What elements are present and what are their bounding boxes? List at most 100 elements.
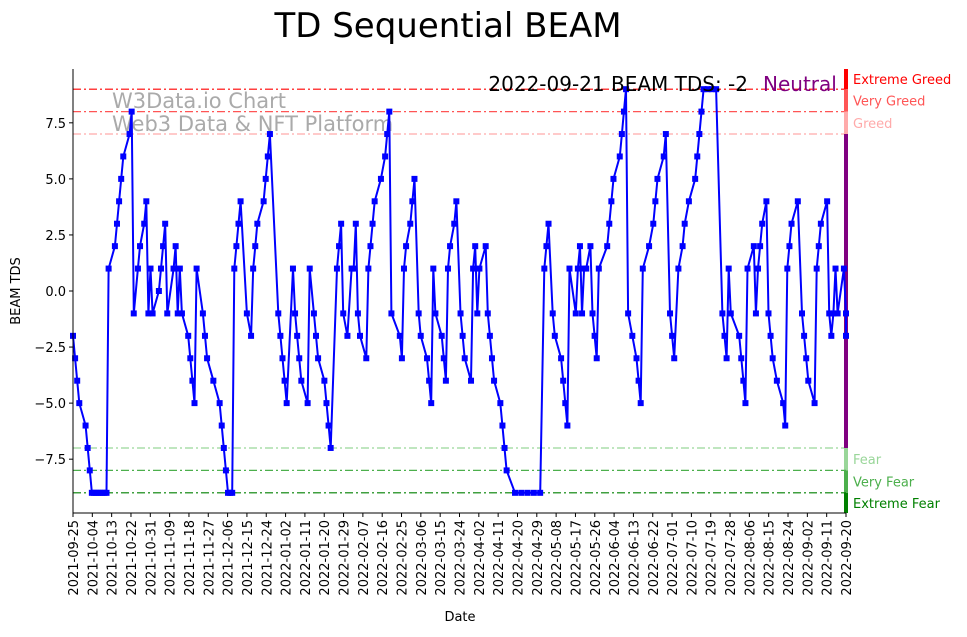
- data-point: [218, 422, 225, 429]
- data-point: [310, 310, 317, 317]
- data-point: [486, 332, 493, 339]
- data-point: [72, 355, 79, 362]
- data-point: [719, 310, 726, 317]
- x-tick-label: 2022-07-28: [724, 520, 739, 596]
- data-point: [742, 400, 749, 407]
- data-point: [616, 153, 623, 160]
- data-point: [407, 220, 414, 227]
- data-point: [76, 400, 83, 407]
- x-tick-label: 2022-02-07: [357, 520, 372, 596]
- data-point: [564, 422, 571, 429]
- data-point: [233, 243, 240, 250]
- data-point: [727, 310, 734, 317]
- data-point: [757, 243, 764, 250]
- y-axis-label: BEAM TDS: [9, 257, 24, 325]
- level-label: Greed: [853, 117, 892, 132]
- data-point: [118, 175, 125, 182]
- data-point: [744, 265, 751, 272]
- data-point: [491, 377, 498, 384]
- x-tick-label: 2022-05-26: [589, 520, 604, 596]
- data-point: [646, 243, 653, 250]
- data-point: [759, 220, 766, 227]
- data-point: [576, 243, 583, 250]
- data-point: [786, 243, 793, 250]
- data-point: [438, 332, 445, 339]
- data-point: [654, 175, 661, 182]
- data-point: [323, 400, 330, 407]
- data-point: [704, 86, 711, 93]
- data-point: [231, 265, 238, 272]
- data-point: [459, 332, 466, 339]
- data-point: [470, 265, 477, 272]
- data-point: [365, 265, 372, 272]
- data-point: [805, 377, 812, 384]
- data-point: [170, 265, 177, 272]
- data-point: [740, 377, 747, 384]
- data-point: [340, 310, 347, 317]
- data-point: [371, 198, 378, 205]
- data-point: [352, 220, 359, 227]
- data-point: [543, 243, 550, 250]
- data-point: [266, 131, 273, 138]
- data-point: [164, 310, 171, 317]
- x-tick-label: 2021-12-06: [222, 520, 237, 596]
- data-point: [752, 310, 759, 317]
- data-point: [210, 377, 217, 384]
- data-point: [350, 265, 357, 272]
- data-point: [474, 310, 481, 317]
- data-point: [367, 243, 374, 250]
- data-point: [396, 332, 403, 339]
- data-point: [409, 198, 416, 205]
- data-point: [296, 355, 303, 362]
- data-point: [384, 131, 391, 138]
- data-point: [457, 310, 464, 317]
- data-point: [725, 265, 732, 272]
- chart-title: TD Sequential BEAM: [273, 6, 621, 46]
- data-point: [160, 243, 167, 250]
- data-point: [499, 422, 506, 429]
- data-point: [721, 332, 728, 339]
- data-point: [610, 175, 617, 182]
- data-point: [652, 198, 659, 205]
- data-point: [252, 243, 259, 250]
- y-tick-label: −2.5: [34, 341, 66, 356]
- x-tick-label: 2022-03-15: [434, 520, 449, 596]
- data-point: [74, 377, 81, 384]
- data-point: [662, 131, 669, 138]
- data-point: [111, 243, 118, 250]
- data-point: [635, 377, 642, 384]
- data-point: [403, 243, 410, 250]
- watermark-line1: W3Data.io Chart: [112, 89, 286, 113]
- data-point: [685, 198, 692, 205]
- data-point: [103, 489, 110, 496]
- data-point: [176, 265, 183, 272]
- data-point: [442, 377, 449, 384]
- data-point: [560, 377, 567, 384]
- y-tick-label: 0.0: [45, 285, 66, 300]
- data-point: [639, 265, 646, 272]
- x-tick-label: 2022-01-20: [318, 520, 333, 596]
- data-point: [84, 444, 91, 451]
- x-tick-label: 2022-05-17: [569, 520, 584, 596]
- data-point: [440, 355, 447, 362]
- data-point: [572, 310, 579, 317]
- data-point: [589, 310, 596, 317]
- data-point: [681, 220, 688, 227]
- data-point: [157, 265, 164, 272]
- data-point: [767, 332, 774, 339]
- data-point: [398, 355, 405, 362]
- data-point: [229, 489, 236, 496]
- data-point: [105, 265, 112, 272]
- data-point: [275, 310, 282, 317]
- data-point: [830, 310, 837, 317]
- data-point: [780, 400, 787, 407]
- data-point: [354, 310, 361, 317]
- data-point: [497, 400, 504, 407]
- data-point: [468, 377, 475, 384]
- data-point: [216, 400, 223, 407]
- data-point: [472, 243, 479, 250]
- data-point: [817, 220, 824, 227]
- data-point: [120, 153, 127, 160]
- data-point: [512, 489, 519, 496]
- data-point: [501, 444, 508, 451]
